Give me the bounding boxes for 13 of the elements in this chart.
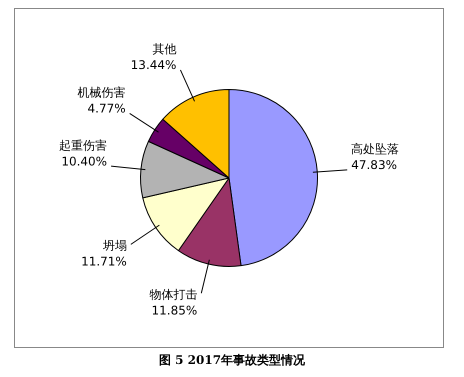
slice-label: 高处坠落 [351, 142, 400, 156]
slice-label: 其他 [152, 42, 176, 56]
slice-label: 物体打击 [149, 287, 198, 302]
slice-label: 坍塌 [102, 238, 127, 253]
data-label: 47.83% [351, 158, 397, 172]
data-label: 11.85% [152, 303, 198, 318]
data-label: 11.71% [81, 254, 127, 269]
text: 图 5 2017年事故类型情况 [158, 352, 306, 369]
data-label: 10.40% [61, 154, 108, 168]
slice-label: 起重伤害 [59, 138, 108, 152]
slice-label: 机械伤害 [78, 86, 126, 100]
data-label: 13.44% [130, 58, 176, 72]
data-label: 4.77% [88, 102, 126, 116]
